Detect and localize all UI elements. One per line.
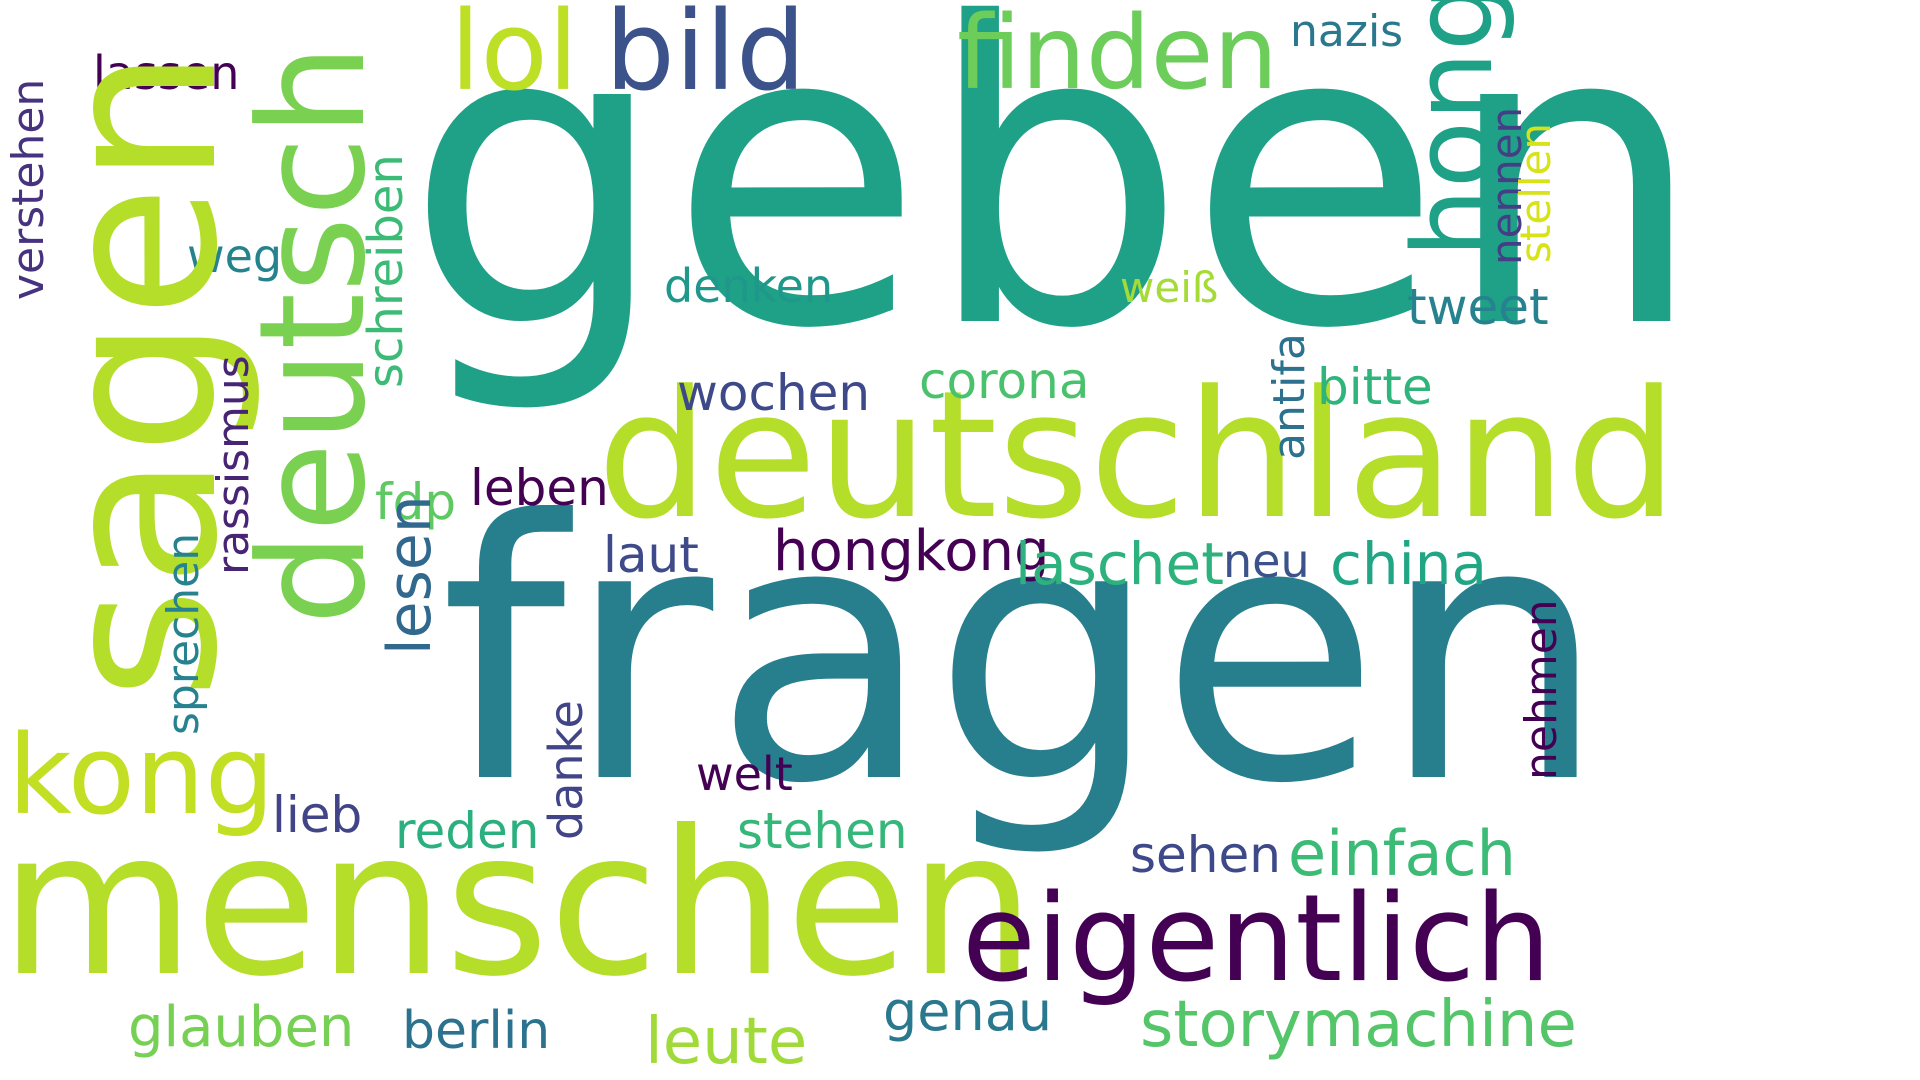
word-rassismus: rassismus: [208, 355, 259, 575]
word-bitte: bitte: [1317, 358, 1433, 416]
word-china: china: [1330, 530, 1488, 598]
word-laut: laut: [603, 526, 699, 584]
word-finden: finden: [957, 0, 1279, 113]
word-geben: geben: [405, 0, 1706, 419]
word-welt: welt: [696, 747, 793, 801]
word-kong: kong: [8, 711, 275, 839]
word-eigentlich: eigentlich: [962, 870, 1551, 1009]
word-denken: denken: [664, 259, 834, 313]
word-danke: danke: [539, 700, 593, 840]
word-lol: lol: [450, 0, 579, 115]
word-lassen: lassen: [93, 46, 240, 100]
word-berlin: berlin: [402, 1001, 551, 1061]
word-einfach: einfach: [1288, 817, 1516, 890]
word-schreiben: schreiben: [358, 154, 414, 388]
word-bild: bild: [605, 0, 806, 115]
word-weiss: weiß: [1120, 263, 1219, 312]
word-sehen: sehen: [1130, 826, 1281, 884]
word-reden: reden: [395, 802, 540, 860]
word-menschen: menschen: [0, 788, 1036, 1021]
word-leben: leben: [470, 459, 609, 517]
word-stehen: stehen: [737, 802, 908, 860]
word-laschet: laschet: [1015, 530, 1224, 598]
word-antifa: antifa: [1264, 333, 1315, 460]
word-hongkong: hongkong: [773, 519, 1050, 584]
word-deutschland: deutschland: [597, 353, 1678, 558]
word-glauben: glauben: [128, 995, 355, 1060]
word-tweet: tweet: [1407, 278, 1549, 336]
word-wochen: wochen: [677, 364, 871, 422]
word-storymachine: storymachine: [1140, 988, 1577, 1062]
word-stellen: stellen: [1511, 123, 1560, 263]
word-genau: genau: [883, 980, 1053, 1043]
word-lesen: lesen: [375, 495, 445, 655]
word-neu: neu: [1223, 534, 1310, 588]
word-leute: leute: [645, 1005, 808, 1079]
word-fdp: fdp: [375, 473, 457, 531]
word-verstehen: verstehen: [3, 78, 54, 300]
word-weg: weg: [187, 229, 283, 283]
word-corona: corona: [919, 352, 1090, 410]
word-fragen: fragen: [440, 446, 1607, 862]
word-sprechen: sprechen: [158, 532, 209, 735]
word-nazis: nazis: [1290, 6, 1404, 57]
word-nehmen: nehmen: [1516, 599, 1567, 780]
word-lieb: lieb: [272, 786, 363, 844]
